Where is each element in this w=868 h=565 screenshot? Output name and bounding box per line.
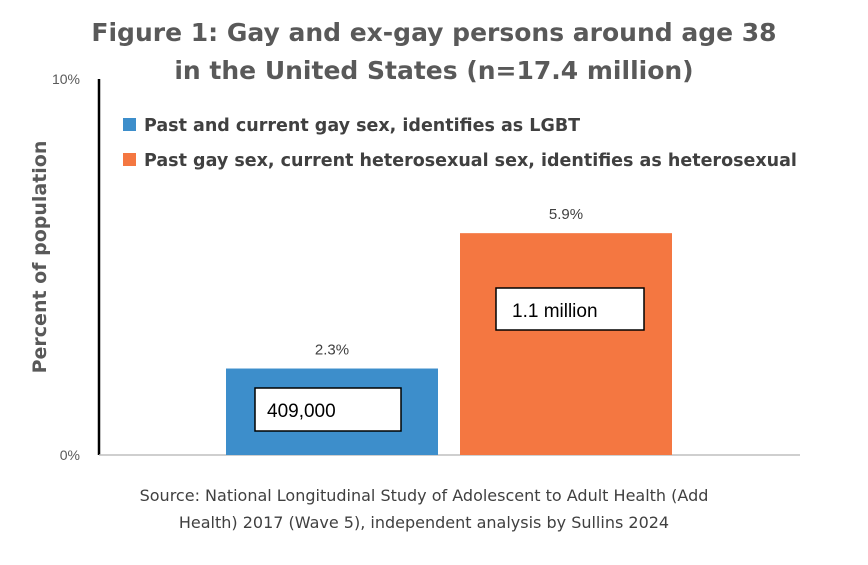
count-box-lgbt-text: 409,000 [267,401,336,422]
bar-ex-gay [460,233,672,455]
source-note-line-2: Health) 2017 (Wave 5), independent analy… [179,513,669,532]
y-tick-label-10: 10% [52,71,80,87]
y-tick-label-0: 0% [60,447,80,463]
legend: Past and current gay sex, identifies as … [123,116,797,171]
count-box-ex-gay-text: 1.1 million [512,301,598,322]
data-label-ex-gay: 5.9% [549,206,583,223]
legend-swatch-ex-gay [123,153,136,166]
legend-label-lgbt: Past and current gay sex, identifies as … [144,116,580,136]
count-box-lgbt [254,387,402,432]
source-note-line-1: Source: National Longitudinal Study of A… [140,486,709,505]
y-axis-label: Percent of population [29,141,51,374]
legend-label-ex-gay: Past gay sex, current heterosexual sex, … [144,151,797,171]
count-box-ex-gay [495,287,645,331]
chart-title-line-1: Figure 1: Gay and ex-gay persons around … [91,18,776,47]
chart-title-line-2: in the United States (n=17.4 million) [174,56,693,85]
legend-swatch-lgbt [123,118,136,131]
data-label-lgbt: 2.3% [315,342,349,359]
